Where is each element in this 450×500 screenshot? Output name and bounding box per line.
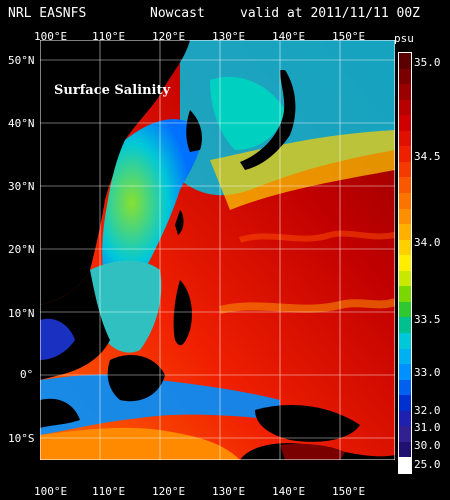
land-asia [40,40,190,305]
colorbar-label: 35.0 [414,56,441,69]
lon-label-bottom: 130°E [212,485,246,498]
lat-label: 0° [20,368,34,381]
colorbar-segment [399,193,411,210]
colorbar-label: 33.0 [414,366,441,379]
colorbar-segment [399,115,411,132]
lon-label-bottom: 150°E [332,485,366,498]
colorbar-segment [399,99,411,116]
header-valid-time: valid at 2011/11/11 00Z [240,6,421,21]
eddy-band [219,298,395,314]
colorbar-segment [399,130,411,147]
lat-label: 10°S [8,432,35,445]
graticule [40,40,395,460]
land-taiwan [175,210,184,235]
colorbar [398,52,412,474]
land-new-guinea [255,405,360,442]
colorbar-segment [399,348,411,365]
ocean-front [210,130,395,210]
colorbar-segment [399,410,411,427]
land-philippines [173,280,192,346]
lat-label: 20°N [8,243,35,256]
land-borneo [107,355,165,402]
colorbar-label: 30.0 [414,439,441,452]
colorbar-segment [399,286,411,303]
gulf-of-thailand [40,318,75,360]
lon-label-bottom: 120°E [152,485,186,498]
header-product: Nowcast [150,6,205,21]
colorbar-segment [399,84,411,101]
lon-label-bottom: 110°E [92,485,126,498]
colorbar-segment [399,395,411,412]
eddy-band [239,230,395,243]
colorbar-segment [399,364,411,381]
land-sumatra [40,398,80,428]
gulf-of-carpentaria [280,443,345,460]
salinity-map [40,40,395,460]
colorbar-segment [399,177,411,194]
colorbar-segment [399,146,411,163]
lon-label-bottom: 100°E [34,485,68,498]
colorbar-segment [399,426,411,443]
colorbar-unit: psu [394,32,414,45]
lat-label: 30°N [8,180,35,193]
lat-label: 40°N [8,117,35,130]
colorbar-segment [399,317,411,334]
colorbar-label: 32.0 [414,404,441,417]
colorbar-segment [399,457,411,474]
colorbar-segment [399,441,411,458]
colorbar-segment [399,333,411,350]
colorbar-segment [399,379,411,396]
colorbar-label: 25.0 [414,458,441,471]
salinity-map-graphic [40,40,395,460]
header-model: NRL EASNFS [8,6,87,21]
colorbar-label: 31.0 [414,421,441,434]
colorbar-label: 33.5 [414,313,441,326]
colorbar-segment [399,68,411,85]
land-korea [186,110,202,152]
sea-china-coast [102,119,201,287]
map-title: Surface Salinity [54,83,171,98]
sea-south-china [89,260,162,353]
land-japan [240,70,296,170]
colorbar-label: 34.5 [414,150,441,163]
lat-label: 50°N [8,54,35,67]
colorbar-segment [399,161,411,178]
colorbar-segment [399,53,411,70]
colorbar-segment [399,239,411,256]
colorbar-segment [399,301,411,318]
colorbar-segment [399,270,411,287]
lat-label: 10°N [8,307,35,320]
colorbar-segment [399,224,411,241]
sea-of-japan [210,76,285,150]
colorbar-segment [399,208,411,225]
ocean-south [40,427,240,460]
colorbar-label: 34.0 [414,236,441,249]
colorbar-segment [399,255,411,272]
lon-label-bottom: 140°E [272,485,306,498]
